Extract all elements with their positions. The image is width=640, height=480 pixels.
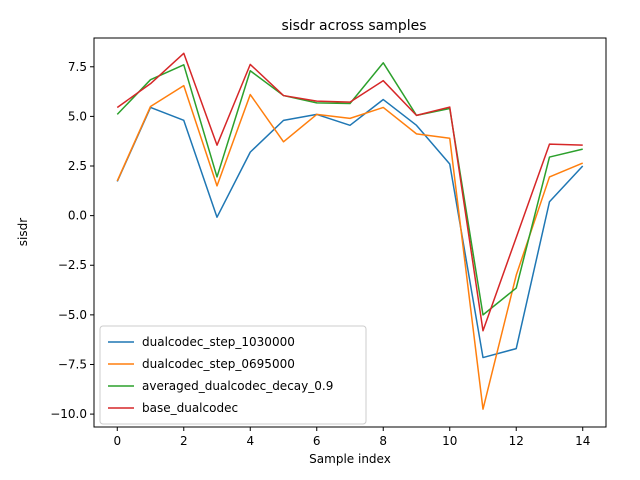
x-tick-label: 10 [442,434,457,448]
plot-area [116,52,584,410]
legend-box [99,325,367,425]
legend-label-3: base_dualcodec [142,401,238,415]
chart-title: sisdr across samples [281,18,426,34]
legend: dualcodec_step_1030000 dualcodec_step_069… [99,325,367,425]
x-tick-label: 6 [313,434,321,448]
y-tick-label: −7.5 [58,357,87,371]
series-line-1 [116,84,584,410]
x-tick-label: 14 [575,434,590,448]
y-tick-label: 2.5 [68,159,87,173]
y-tick-label: −5.0 [58,308,87,322]
x-tick-label: 12 [509,434,524,448]
y-tick-label: 5.0 [68,109,87,123]
legend-label-1: dualcodec_step_0695000 [142,357,295,371]
legend-label-0: dualcodec_step_1030000 [142,335,295,349]
x-axis-label: Sample index [309,452,391,466]
x-tick-label: 0 [113,434,121,448]
x-tick-label: 4 [246,434,254,448]
x-tick-label: 8 [379,434,387,448]
y-axis-label: sisdr [16,218,30,246]
series-line-0 [116,98,584,359]
y-tick-label: −10.0 [50,407,87,421]
legend-label-2: averaged_dualcodec_decay_0.9 [142,379,333,393]
axis-ticks: 0 2 4 6 8 10 12 14 −10.0 −7.5 −5.0 −2.5 0.0 2.5 5.0 7.5 [50,60,590,448]
y-tick-label: 7.5 [68,60,87,74]
series-line-2 [116,62,583,316]
x-tick-label: 2 [180,434,188,448]
y-tick-label: −2.5 [58,258,87,272]
y-tick-label: 0.0 [68,209,87,223]
plot-frame [93,37,607,428]
series-line-3 [116,52,583,332]
